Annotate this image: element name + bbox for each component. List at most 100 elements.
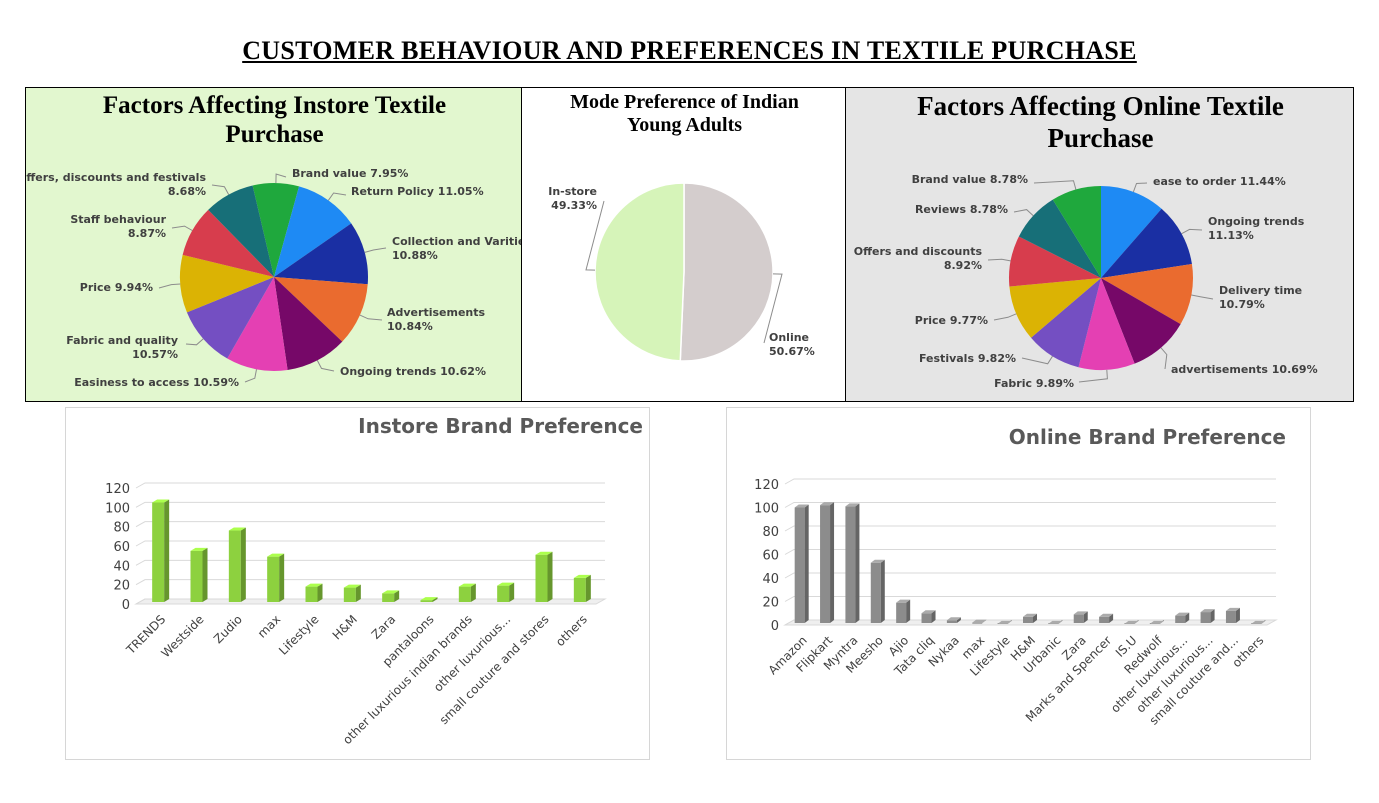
pie-slice-festivals [1031,278,1101,368]
y-tick-label: 100 [754,502,779,517]
pie-slice-easiness-to-access [227,277,288,371]
pie-label: Festivals 9.82% [919,352,1016,365]
pie-slice-offers-and-discounts [1009,236,1101,287]
instore-factors-title: Factors Affecting Instore Textile Purcha… [102,92,447,149]
leader-line [1013,209,1034,217]
bar-other-luxurious [497,582,515,602]
pie-slice-reviews [1018,199,1101,278]
bar-lifestyle [997,620,1012,624]
bar-h-m [1023,613,1037,623]
bar-westside [190,547,208,602]
online-brand-chart: 020406080100120AmazonFlipkartMyntraMeesh… [754,478,1278,728]
leader-line [316,360,335,372]
y-tick-label: 60 [113,540,130,555]
y-tick-label: 40 [113,559,130,574]
pie-label: Reviews 8.78% [915,203,1008,216]
y-tick-label: 0 [771,619,779,634]
y-tick-label: 20 [113,579,130,594]
bar-max [972,619,987,624]
bar-redwolf [1149,620,1164,624]
online-brand-title: Online Brand Preference [1008,425,1286,449]
gridline [135,559,605,566]
x-tick-label: max [255,612,283,640]
pie-label: Return Policy 11.05% [351,185,484,198]
pie-slice-advertisements [1101,278,1181,364]
gridline [135,579,605,586]
pie-label: advertisements 10.69% [1171,363,1318,376]
bar-marks-and-spencer [1099,613,1114,623]
y-tick-label: 120 [754,478,779,493]
y-tick-label: 60 [762,549,779,564]
y-tick-label: 20 [762,596,779,611]
chart-floor [134,598,607,605]
pie-slice-online [679,182,774,362]
gridline [784,478,1276,485]
pie-label: Delivery time 10.79% [1219,284,1302,311]
leader-line [1132,182,1148,193]
leader-line [993,313,1017,321]
leader-line [1191,294,1214,300]
mode-preference-pie: Online 50.67% In-store 49.33% [548,182,815,362]
online-factors-pie: ease to order 11.44% Ongoing trends 11.13%… [854,173,1318,390]
online-brand-panel: Online Brand Preference 0 20 40 60 80 100 120 A… [726,407,1311,760]
leader-line [1033,180,1077,190]
mode-preference-panel: Mode Preference of Indian Young Adults O… [521,87,846,402]
pie-slice-price [1009,278,1101,338]
bar-zara [382,590,400,602]
pie-label: Ongoing trends 11.13% [1208,215,1305,242]
bar-max [267,553,285,602]
pie-slice-ongoing-trends [1101,208,1192,278]
bar-nykaa [946,617,961,623]
instore-factors-panel: Factors Affecting Instore Textile Purcha… [25,87,522,402]
leader-line [763,273,783,344]
leader-line [364,247,387,253]
pie-slice-fabric-and-quality [186,277,274,359]
bar-small-couture-and-stores [535,551,553,602]
pie-label: Fabric 9.89% [994,377,1074,390]
x-tick-label: Lifestyle [276,612,322,658]
leader-line [171,225,193,231]
bar-pantaloons [420,597,438,602]
online-factors-title: Factors Affecting Online Textile Purchas… [917,91,1284,153]
leader-line [158,283,181,289]
pie-label: Price 9.94% [80,281,153,294]
pie-label: Staff behaviour 8.87% [70,213,166,240]
leader-line [987,258,1011,262]
leader-line [327,192,347,201]
pie-slice-return-policy [274,186,352,277]
bar-small-couture-and [1225,607,1240,623]
x-tick-label: Zara [369,612,399,642]
bar-other-luxurious [1175,612,1190,623]
gridline [784,619,1276,626]
y-tick-label: 40 [762,572,779,587]
bar-ajio [896,599,911,623]
x-tick-label: others [553,612,590,649]
bar-tata-cliq [921,610,936,623]
bar-others [573,574,591,602]
gridline [784,572,1276,579]
pie-slice-price [179,254,274,313]
pie-label: Brand value 8.78% [912,173,1028,186]
bar-zara [1073,611,1088,623]
pie-label: Price 9.77% [915,314,988,327]
gridline [135,501,605,508]
gridline [135,521,605,528]
pie-slice-brand-value [252,182,300,277]
x-tick-label: H&M [330,612,360,642]
instore-factors-pie: Brand value 7.95% Return Policy 11.05% Col… [26,167,521,389]
pie-slice-brand-value [1052,186,1101,278]
y-tick-label: 120 [105,482,130,497]
pie-slice-ease-to-order [1101,186,1162,278]
leader-line [1181,228,1203,235]
pie-label: Online 50.67% [769,331,815,358]
leader-line [1160,347,1168,370]
mode-preference-title: Mode Preference of Indian Young Adults [570,91,799,137]
instore-brand-title: Instore Brand Preference [358,414,643,438]
leader-line [275,173,287,184]
leader-line [585,200,605,271]
pie-label: Collection and Varities 10.88% [392,235,521,262]
bar-h-m [343,584,361,602]
leader-line [244,369,257,383]
y-tick-label: 80 [762,525,779,540]
